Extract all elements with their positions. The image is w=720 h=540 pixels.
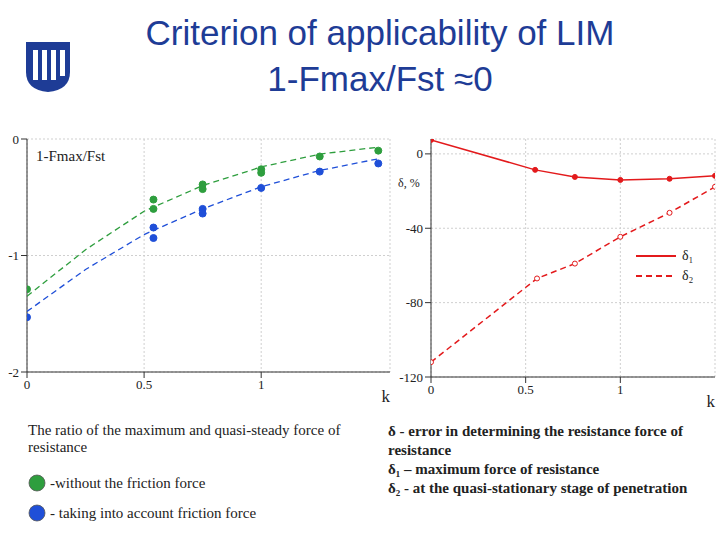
svg-text:0.5: 0.5: [518, 382, 534, 397]
svg-text:0: 0: [417, 146, 424, 161]
svg-text:0.5: 0.5: [136, 377, 152, 392]
svg-text:1: 1: [617, 382, 624, 397]
html-text:- taking into account friction: - taking into account friction force: [50, 504, 257, 521]
html-text:1-Fmax/Fst ≈0: 1-Fmax/Fst ≈0: [267, 59, 493, 98]
svg-text:k: k: [382, 387, 391, 402]
svg-text:0: 0: [428, 382, 435, 397]
html-text:δ, %: δ, %: [398, 176, 420, 190]
svg-text:0: 0: [13, 132, 20, 147]
html-text:δ - error in determining the r: δ - error in determining the resistance …: [388, 423, 683, 458]
html-text:-without the friction force: -without the friction force: [50, 474, 206, 491]
svg-text:-80: -80: [406, 295, 423, 310]
svg-text:-120: -120: [399, 370, 423, 385]
svg-text:0: 0: [24, 377, 31, 392]
html-text:The ratio of the maximum and q: The ratio of the maximum and quasi-stead…: [28, 422, 341, 455]
svg-text:k: k: [707, 392, 713, 407]
svg-text:-2: -2: [8, 365, 19, 380]
html-text:Criterion of applicability of: Criterion of applicability of LIM: [145, 13, 615, 52]
html-text:δ₂ - at the quasi-stationary s: δ₂ - at the quasi-stationary stage of pe…: [388, 480, 688, 496]
svg-text:-40: -40: [406, 221, 423, 236]
html-text:δ₁ – maximum force of resistan: δ₁ – maximum force of resistance: [388, 461, 600, 477]
svg-text:1: 1: [258, 377, 265, 392]
svg-text:-1: -1: [8, 248, 19, 263]
html-text:δ₁: δ₁: [682, 248, 694, 263]
html-text:1-Fmax/Fst: 1-Fmax/Fst: [36, 148, 106, 164]
html-text:δ₂: δ₂: [682, 268, 694, 283]
